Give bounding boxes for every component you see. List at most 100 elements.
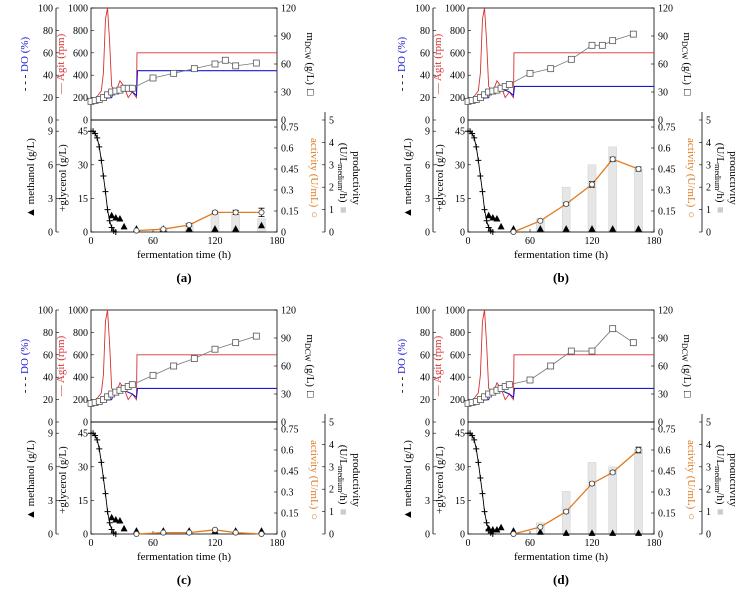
productivity-tick-label: 3 (706, 462, 711, 473)
x-tick-label: 120 (585, 538, 600, 549)
mdcw-point (526, 376, 534, 384)
activity-tick-label: 0.6 (281, 144, 294, 155)
do-tick-label: 40 (43, 373, 53, 384)
agit-label: Agit (rpm) (55, 335, 67, 383)
productivity-axis-title: productivity(U/Lmedium/h) ■ (713, 445, 735, 516)
productivity-label-line2-pre: (U/L (337, 143, 349, 165)
x-tick-label: 120 (208, 236, 223, 247)
activity-marker-key: ○ (685, 211, 697, 218)
productivity-tick-label: 5 (706, 418, 711, 429)
productivity-tick-label: 0 (329, 530, 334, 541)
methanol-label: methanol (g/L) (402, 138, 414, 205)
productivity-tick-label: 5 (329, 116, 334, 127)
mdcw-point (149, 371, 157, 379)
mdcw-point (170, 69, 178, 77)
activity-point (133, 227, 140, 234)
agit-tick-label: 1000 (445, 4, 465, 15)
mdcw-point (170, 362, 178, 370)
methanol-point (112, 515, 120, 523)
mdcw-axis-title: mDCW (g/L) □ (303, 334, 316, 398)
methanol-point (493, 526, 501, 533)
x-tick-label: 60 (148, 236, 158, 247)
agit-tick-label: 600 (73, 350, 88, 361)
mdcw-axis-title: mDCW (g/L) □ (680, 32, 693, 96)
agit-tick-label: 800 (450, 26, 465, 37)
productivity-tick-label: 4 (706, 138, 711, 149)
mdcw-point (505, 381, 513, 389)
mdcw-point (588, 347, 596, 355)
glycerol-point (469, 432, 476, 439)
productivity-tick-label: 5 (329, 418, 334, 429)
mdcw-label-main: m (681, 334, 693, 343)
activity-line (513, 449, 639, 535)
activity-point (211, 526, 218, 533)
mdcw-point (221, 56, 229, 64)
x-tick-label: 180 (270, 538, 285, 549)
productivity-tick-label: 3 (329, 462, 334, 473)
glycerol-marker-key: + (434, 206, 446, 212)
agit-tick-label: 800 (73, 26, 88, 37)
agit-label: Agit (rpm) (432, 335, 444, 383)
methanol-point (116, 517, 124, 524)
glycerol-point (100, 475, 107, 481)
glycerol-point (112, 229, 119, 235)
glycerol-point (469, 130, 476, 137)
mdcw-axis-title: mDCW (g/L) □ (303, 32, 316, 96)
do-label: DO (%) (19, 36, 31, 71)
glycerol-point (92, 432, 99, 439)
glycerol-tick-label: 15 (78, 194, 88, 205)
mdcw-tick-label: 60 (281, 362, 291, 373)
mdcw-point (190, 65, 198, 73)
activity-point (232, 209, 239, 216)
glycerol-axis-title: +glycerol (g/L) (57, 446, 69, 514)
activity-point (589, 480, 596, 487)
mdcw-point (252, 59, 260, 67)
activity-point (635, 165, 642, 172)
glycerol-point (108, 224, 115, 231)
glycerol-tick-label: 30 (455, 160, 465, 171)
methanol-tick-label: 6 (425, 462, 430, 473)
productivity-tick-label: 1 (706, 507, 711, 518)
activity-tick-label: 0 (658, 530, 663, 541)
productivity-label-line2-post: /h) (714, 492, 726, 505)
methanol-tick-label: 3 (48, 496, 53, 507)
methanol-tick-label: 9 (425, 429, 430, 440)
glycerol-point (489, 229, 496, 235)
mdcw-tick-label: 0 (281, 418, 286, 429)
methanol-axis-title: ▲ methanol (g/L) (402, 440, 414, 520)
activity-point (258, 531, 265, 538)
agit-axis-title: — Agit (rpm) (432, 335, 444, 397)
productivity-label-line2-post: /h) (337, 492, 349, 505)
glycerol-tick-label: 15 (78, 496, 88, 507)
panel-label: (b) (553, 270, 569, 285)
glycerol-tick-label: 0 (460, 530, 465, 541)
x-tick-label: 0 (466, 236, 471, 247)
mdcw-tick-label: 30 (658, 88, 668, 99)
activity-point (160, 529, 167, 536)
agit-tick-label: 600 (450, 48, 465, 59)
glycerol-point (96, 143, 103, 150)
methanol-tick-label: 3 (48, 194, 53, 205)
agit-tick-label: 1000 (445, 306, 465, 317)
activity-marker-key: ○ (308, 513, 320, 520)
methanol-point (108, 211, 116, 219)
productivity-axis-title: productivity(U/Lmedium/h) ■ (336, 143, 362, 214)
activity-marker-key: ○ (685, 513, 697, 520)
glycerol-point (106, 519, 113, 526)
glycerol-point (473, 143, 480, 150)
methanol-point (588, 225, 596, 232)
activity-tick-label: 0.15 (658, 207, 676, 218)
mdcw-label-unit: (g/L) (681, 60, 693, 86)
activity-point (609, 469, 616, 476)
methanol-point (562, 225, 570, 232)
activity-tick-label: 0 (281, 530, 286, 541)
do-tick-label: 80 (43, 26, 53, 37)
top-plot-frame (90, 309, 278, 423)
x-tick-label: 60 (525, 538, 535, 549)
methanol-tick-label: 6 (48, 160, 53, 171)
methanol-point (489, 213, 497, 221)
agit-tick-label: 600 (73, 48, 88, 59)
activity-label: activity (U/mL) (685, 440, 697, 510)
do-line-key: - - - (19, 72, 31, 91)
activity-tick-label: 0.75 (658, 425, 676, 436)
